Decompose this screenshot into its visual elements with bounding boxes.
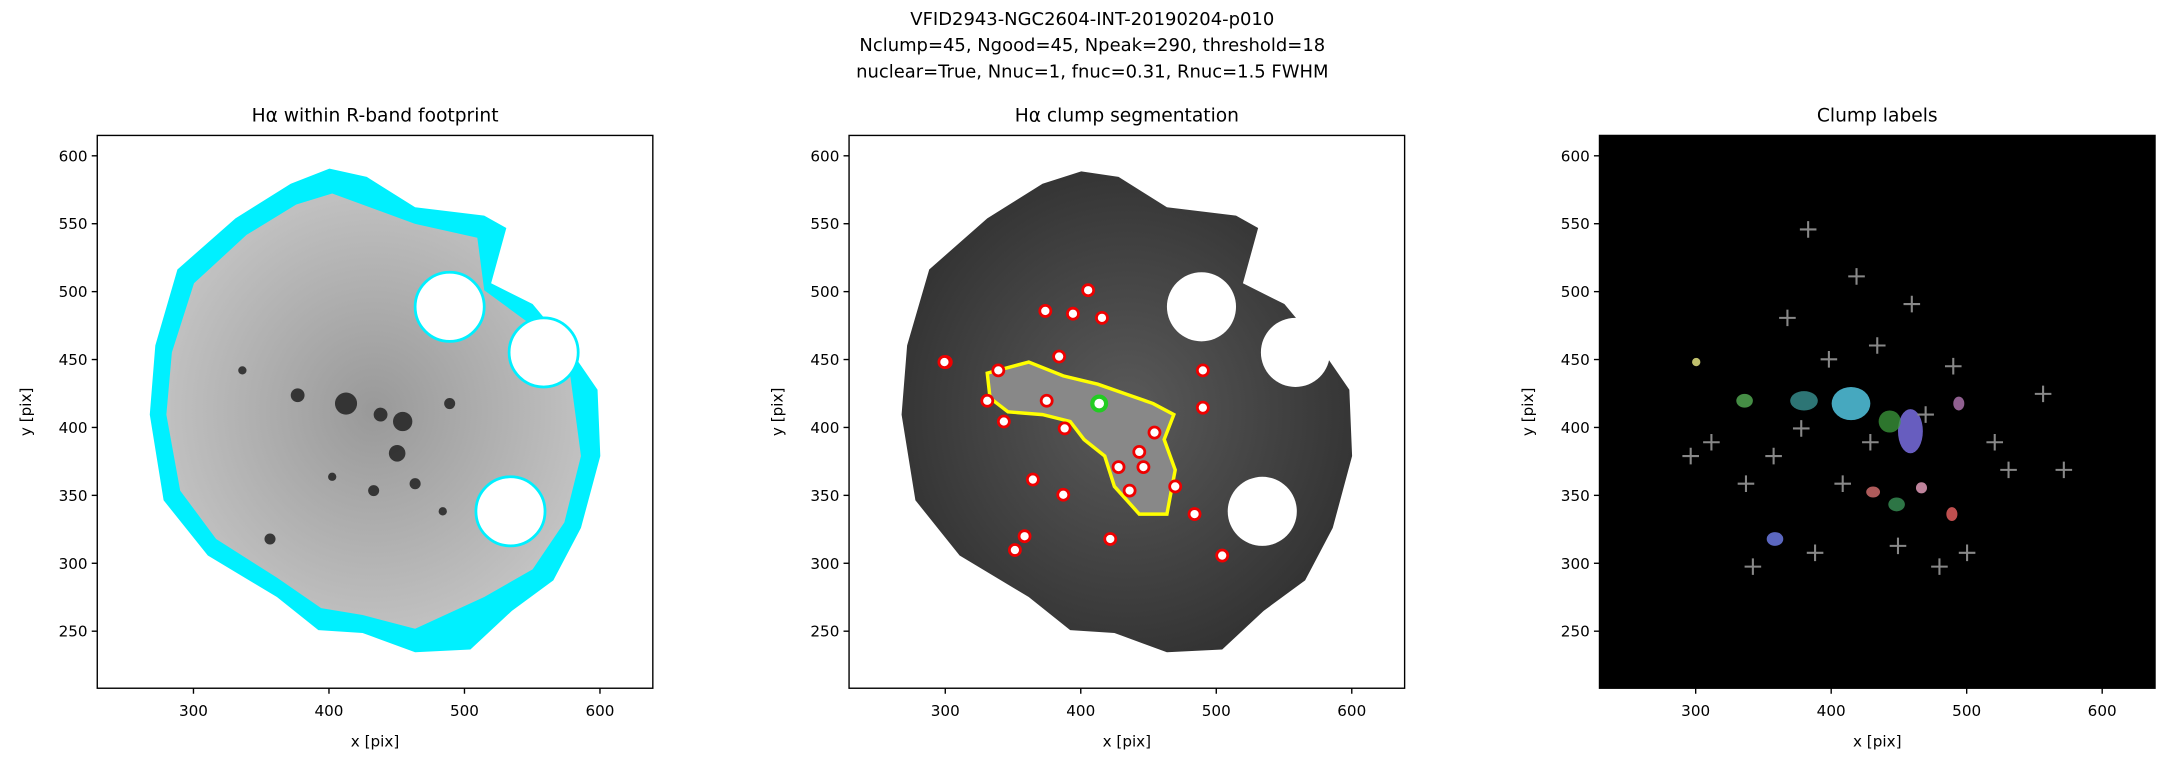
suptitle-line: nuclear=True, Nnuc=1, fnuc=0.31, Rnuc=1.… xyxy=(856,61,1328,82)
y-axis-label: y [pix] xyxy=(17,388,35,437)
x-tick-label: 500 xyxy=(1952,702,1981,720)
x-tick-label: 500 xyxy=(450,702,479,720)
panel-title: Clump labels xyxy=(1817,106,1938,127)
y-tick-label: 550 xyxy=(59,215,88,233)
y-tick-label: 450 xyxy=(810,351,839,369)
y-tick-label: 300 xyxy=(810,555,839,573)
y-tick-label: 400 xyxy=(1561,419,1590,437)
x-axis-label: x [pix] xyxy=(351,732,400,750)
y-tick-label: 400 xyxy=(810,419,839,437)
axes-frame xyxy=(1598,134,2156,689)
y-tick-label: 550 xyxy=(1561,215,1590,233)
y-tick-label: 450 xyxy=(59,351,88,369)
x-tick-label: 500 xyxy=(1202,702,1231,720)
y-tick-label: 300 xyxy=(1561,555,1590,573)
x-tick-label: 300 xyxy=(1681,702,1710,720)
y-tick-label: 500 xyxy=(810,283,839,301)
y-tick-label: 600 xyxy=(59,147,88,165)
y-tick-label: 600 xyxy=(810,147,839,165)
y-axis-label: y [pix] xyxy=(769,388,787,437)
y-tick-label: 250 xyxy=(59,623,88,641)
y-tick-label: 350 xyxy=(810,487,839,505)
x-tick-label: 600 xyxy=(2088,702,2117,720)
image-panel-3 xyxy=(1599,135,2156,689)
y-axis-label: y [pix] xyxy=(1519,388,1537,437)
x-tick-label: 400 xyxy=(1066,702,1095,720)
y-tick-label: 350 xyxy=(1561,487,1590,505)
image-panel-1 xyxy=(149,168,601,653)
x-tick-label: 400 xyxy=(314,702,343,720)
y-tick-label: 550 xyxy=(810,215,839,233)
suptitle-line: VFID2943-NGC2604-INT-20190204-p010 xyxy=(910,9,1274,30)
suptitle: VFID2943-NGC2604-INT-20190204-p010 Nclum… xyxy=(856,9,1328,83)
x-axis-label: x [pix] xyxy=(1853,732,1902,750)
x-tick-label: 300 xyxy=(179,702,208,720)
panel-title: Hα within R-band footprint xyxy=(252,106,499,127)
y-tick-label: 250 xyxy=(1561,623,1590,641)
y-tick-label: 450 xyxy=(1561,351,1590,369)
y-tick-label: 500 xyxy=(59,283,88,301)
suptitle-line: Nclump=45, Ngood=45, Npeak=290, threshol… xyxy=(859,35,1325,56)
x-axis-label: x [pix] xyxy=(1103,732,1152,750)
axes-frame xyxy=(848,134,1406,689)
x-tick-label: 400 xyxy=(1817,702,1846,720)
axes-frame xyxy=(96,134,654,689)
x-tick-label: 600 xyxy=(1337,702,1366,720)
y-tick-label: 500 xyxy=(1561,283,1590,301)
y-tick-label: 250 xyxy=(810,623,839,641)
y-tick-label: 600 xyxy=(1561,147,1590,165)
x-tick-label: 600 xyxy=(585,702,614,720)
image-panel-2 xyxy=(901,171,1353,653)
y-tick-label: 350 xyxy=(59,487,88,505)
y-tick-label: 400 xyxy=(59,419,88,437)
x-tick-label: 300 xyxy=(931,702,960,720)
y-tick-label: 300 xyxy=(59,555,88,573)
panel-title: Hα clump segmentation xyxy=(1015,106,1239,127)
